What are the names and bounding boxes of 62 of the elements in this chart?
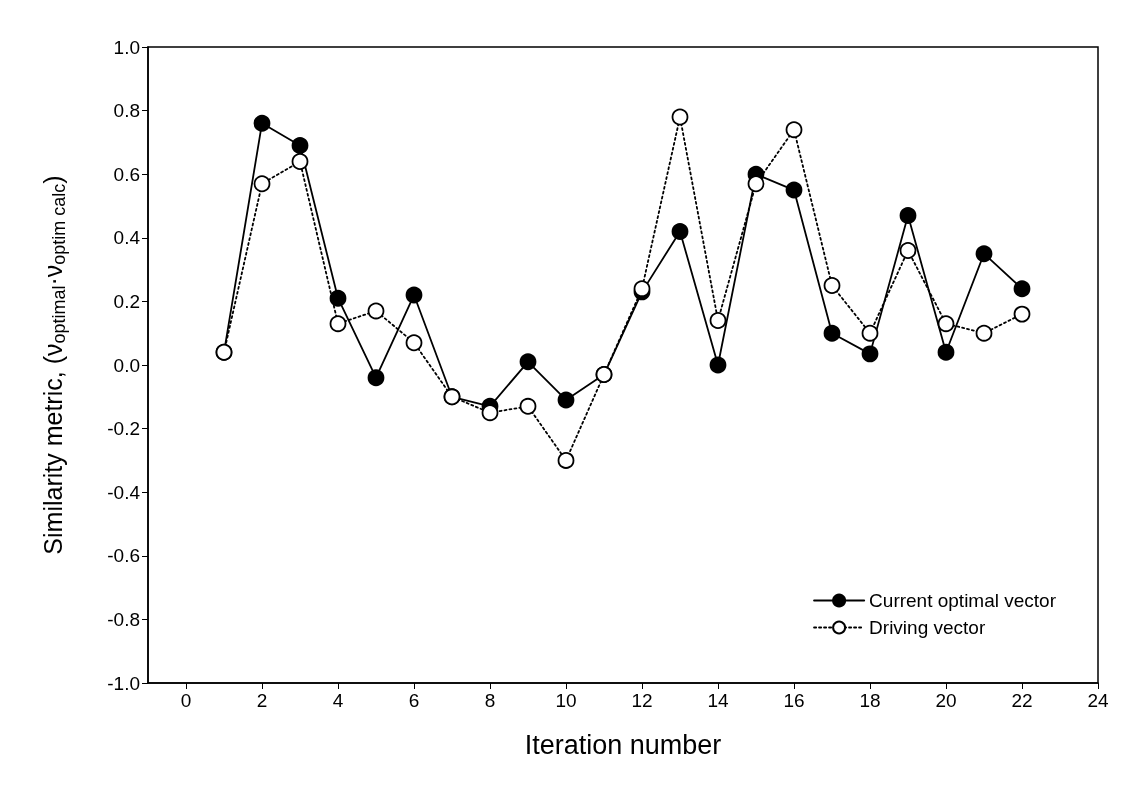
point <box>709 312 727 329</box>
y-axis-title: Similarity metric, (νoptimal·νoptim calc) <box>39 175 69 555</box>
x-tick-label: 12 <box>631 690 653 711</box>
x-tick-label: 2 <box>256 690 268 711</box>
point <box>861 345 879 363</box>
point <box>861 324 879 342</box>
point <box>367 369 385 387</box>
y-tick-label: -0.8 <box>107 608 140 630</box>
y-tick-label: -0.4 <box>107 481 141 503</box>
x-tick-label: 22 <box>1011 690 1033 711</box>
point <box>899 207 917 224</box>
x-tick-label: 10 <box>555 690 577 711</box>
x-tick-label: 8 <box>484 690 496 711</box>
legend-label: Driving vector <box>869 617 986 638</box>
x-tick-label: 20 <box>935 690 957 711</box>
x-tick-label: 14 <box>707 690 729 711</box>
point <box>823 277 841 294</box>
y-tick-label: -1.0 <box>107 672 140 694</box>
point <box>329 315 347 333</box>
point <box>785 121 803 139</box>
x-tick-label: 0 <box>180 690 192 711</box>
point <box>823 324 841 342</box>
x-axis-title: Iteration number <box>524 729 722 760</box>
point <box>671 108 689 126</box>
y-tick-label: 0.2 <box>113 290 140 312</box>
point <box>367 302 385 320</box>
x-tick-label: 24 <box>1087 690 1109 711</box>
y-tick-label: 1.0 <box>113 36 140 58</box>
point <box>937 315 955 333</box>
point <box>975 324 993 342</box>
point <box>253 114 271 132</box>
point <box>253 175 271 193</box>
y-tick-label: 0.8 <box>113 100 140 122</box>
point <box>519 353 537 371</box>
point <box>785 181 803 199</box>
point <box>709 356 727 374</box>
point <box>557 452 575 469</box>
point <box>291 153 309 170</box>
point <box>291 137 309 154</box>
y-tick-label: 0.6 <box>113 163 140 185</box>
point <box>899 242 917 259</box>
point <box>937 343 955 361</box>
point <box>747 175 765 193</box>
x-tick-label: 4 <box>332 690 344 711</box>
point <box>329 289 347 307</box>
point <box>975 245 993 263</box>
point <box>671 223 689 240</box>
y-tick-label: -0.2 <box>107 418 140 440</box>
point <box>519 397 537 415</box>
x-tick-label: 18 <box>859 690 881 711</box>
point <box>557 391 575 409</box>
point <box>405 334 423 352</box>
point <box>1013 305 1031 323</box>
x-tick-label: 16 <box>783 690 805 711</box>
point <box>481 404 499 422</box>
point <box>405 286 423 304</box>
legend-label: Current optimal vector <box>869 590 1057 611</box>
y-tick-label: -0.6 <box>107 545 140 567</box>
x-tick-label: 6 <box>408 690 420 711</box>
y-tick-label: 0.4 <box>113 227 141 249</box>
y-tick-label: 0.0 <box>113 354 140 376</box>
point <box>1013 280 1031 298</box>
